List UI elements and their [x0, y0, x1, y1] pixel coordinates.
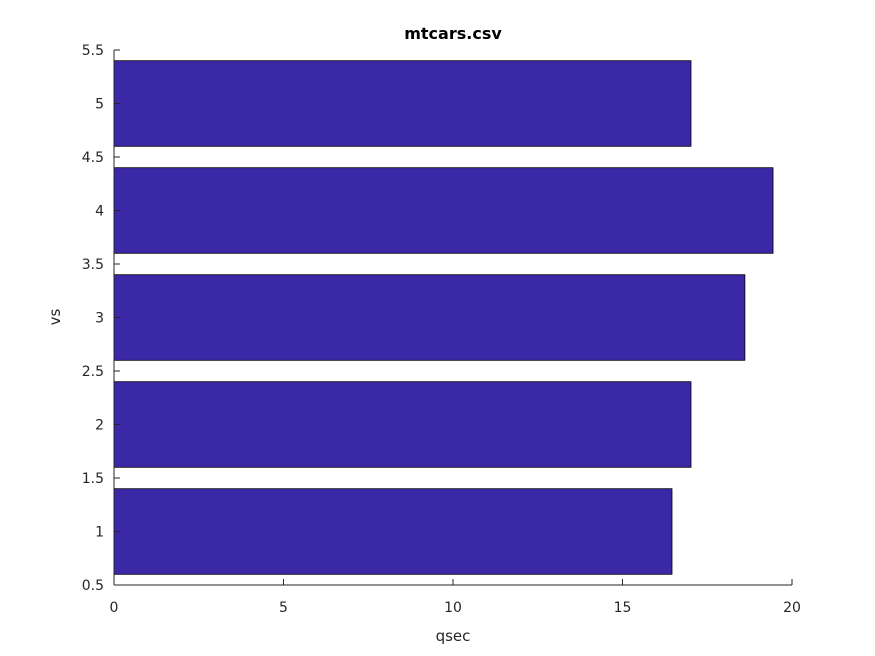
y-tick-label: 4.5 [82, 150, 104, 166]
bars-group [113, 60, 774, 575]
x-tick-label: 10 [444, 600, 462, 616]
bar-vs-5 [113, 60, 692, 147]
y-tick-label: 1.5 [82, 471, 104, 487]
bar-vs-3 [113, 274, 746, 361]
y-tick-label: 2.5 [82, 364, 104, 380]
y-tick-label: 0.5 [82, 578, 104, 594]
x-tick-label: 5 [279, 600, 288, 616]
y-ticks-group: 0.5 1 1.5 2 2.5 3 3.5 4 4.5 5 5.5 [82, 43, 120, 594]
y-tick-label: 1 [95, 525, 104, 541]
y-tick-label: 4 [95, 204, 104, 220]
bar-vs-1 [113, 488, 673, 575]
y-tick-label: 5 [95, 97, 104, 113]
y-tick-label: 2 [95, 418, 104, 434]
y-axis-label: vs [46, 308, 64, 325]
x-ticks-group: 0 5 10 15 20 [110, 579, 801, 616]
bar-vs-2 [113, 381, 692, 468]
bar-vs-4 [113, 167, 774, 254]
x-axis-label: qsec [436, 627, 471, 645]
x-tick-label: 15 [614, 600, 632, 616]
y-tick-label: 3.5 [82, 257, 104, 273]
chart-title: mtcars.csv [404, 24, 502, 43]
x-tick-label: 0 [110, 600, 119, 616]
y-tick-label: 5.5 [82, 43, 104, 59]
x-tick-label: 20 [783, 600, 801, 616]
y-tick-label: 3 [95, 311, 104, 327]
